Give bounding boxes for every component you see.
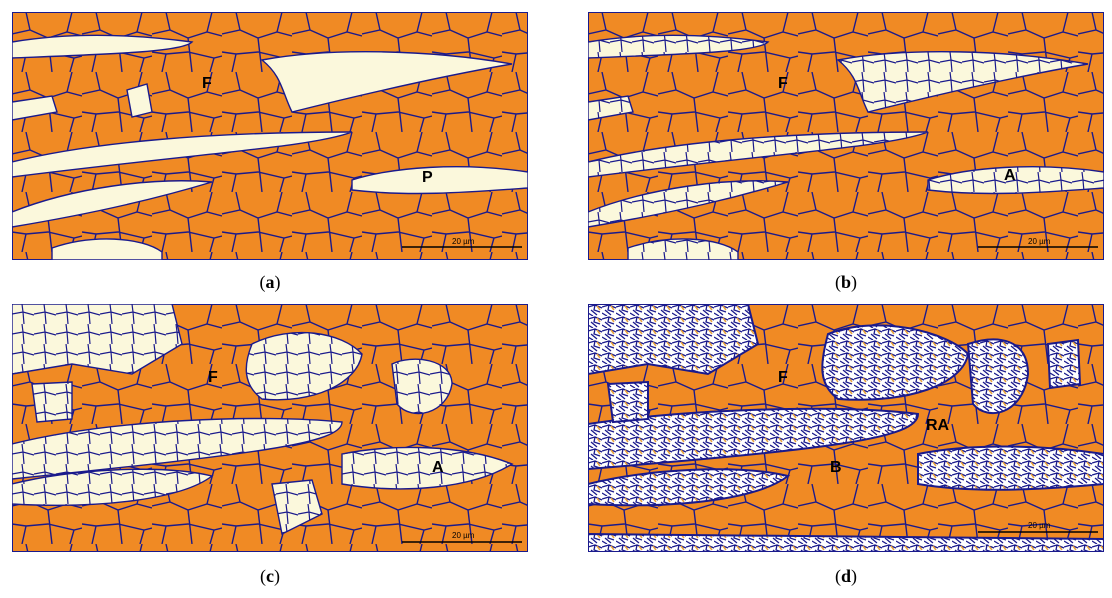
caption-c: (c) (260, 566, 280, 586)
ebsd-phase-map-c: F A 20 µm (12, 304, 528, 552)
ebsd-phase-map-b: F A 20 µm (588, 12, 1104, 260)
ebsd-phase-map-d: F RA B 20 µm ⎯⎯ ⎯⎯ (588, 304, 1104, 552)
label-ferrite: F (208, 369, 218, 386)
micrograph-panel-d: F RA B 20 µm ⎯⎯ ⎯⎯ (588, 304, 1104, 552)
micrograph-panel-b: F A 20 µm (588, 12, 1104, 260)
label-austenite: A (432, 459, 444, 476)
micrograph-panel-a: F P 20 µm (12, 12, 528, 260)
label-bainite: B (830, 459, 842, 476)
label-pearlite: P (422, 169, 433, 186)
label-ferrite: F (202, 75, 212, 92)
label-austenite: A (1004, 167, 1016, 184)
scale-bar-label: 20 µm (452, 531, 475, 540)
label-ferrite: F (778, 369, 788, 386)
scale-bar-label: 20 µm (1028, 237, 1051, 246)
label-retained-austenite: RA (926, 417, 950, 434)
scale-bar-label: 20 µm (1028, 521, 1051, 530)
scale-bar-label: 20 µm (452, 237, 475, 246)
watermark: ⎯⎯ ⎯⎯ (976, 540, 999, 551)
caption-b: (b) (834, 272, 857, 292)
micrograph-panel-c: F A 20 µm (12, 304, 528, 552)
ebsd-phase-map-a: F P 20 µm (12, 12, 528, 260)
caption-a: (a) (259, 272, 281, 292)
label-ferrite: F (778, 75, 788, 92)
caption-d: (d) (834, 566, 857, 586)
